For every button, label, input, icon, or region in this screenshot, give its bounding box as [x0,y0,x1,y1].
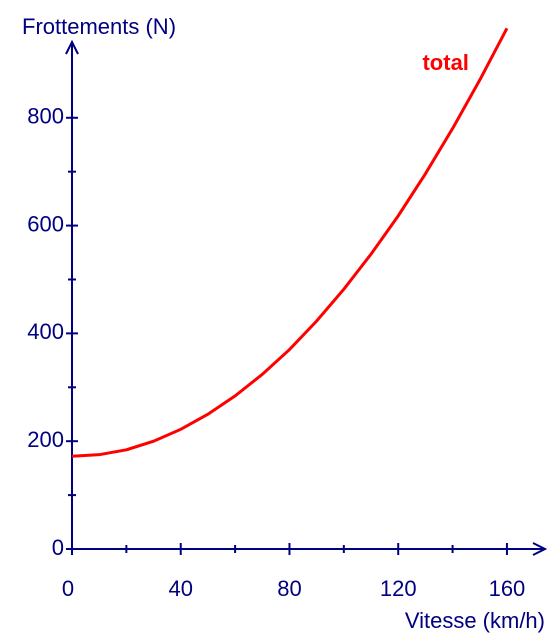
series-label: total [422,50,468,75]
y-tick-label: 400 [27,319,64,344]
y-tick-label: 0 [52,535,64,560]
x-tick-label: 0 [62,576,74,601]
x-tick-label: 120 [380,576,417,601]
y-tick-label: 800 [27,104,64,129]
x-tick-label: 40 [168,576,192,601]
x-axis-label: Vitesse (km/h) [405,608,545,633]
x-tick-label: 160 [489,576,526,601]
y-axis-label: Frottements (N) [22,14,176,39]
y-axis-arrow [65,39,79,55]
line [71,27,509,458]
y-tick-label: 600 [27,211,64,236]
y-tick-label: 200 [27,427,64,452]
x-tick-label: 80 [277,576,301,601]
x-axis-arrow [532,542,548,556]
